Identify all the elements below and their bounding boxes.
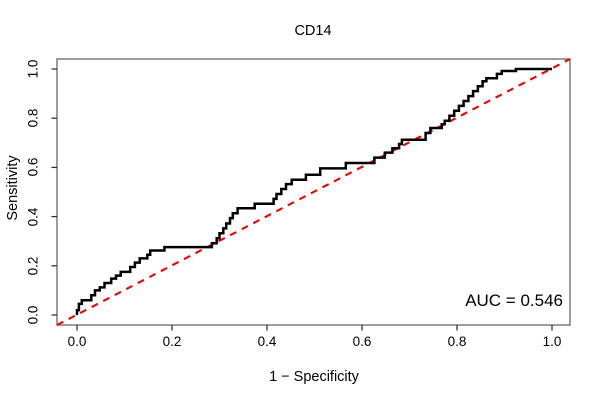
y-tick-label: 0.4 bbox=[25, 207, 41, 226]
auc-value-annotation: AUC = 0.546 bbox=[465, 291, 563, 310]
chance-diagonal-line bbox=[56, 58, 571, 326]
x-tick-label: 0.8 bbox=[447, 334, 467, 349]
plot-box bbox=[56, 58, 571, 326]
roc-curve bbox=[75, 67, 552, 315]
y-tick-label: 0.2 bbox=[25, 256, 41, 276]
x-tick-label: 0.0 bbox=[67, 334, 87, 349]
y-tick-label: 0.6 bbox=[25, 158, 41, 177]
y-tick-label: 1.0 bbox=[25, 59, 41, 79]
x-tick-label: 0.4 bbox=[257, 334, 277, 349]
y-axis-label: Sensitivity bbox=[5, 155, 21, 221]
x-tick-label: 0.2 bbox=[162, 334, 182, 349]
chart-title: CD14 bbox=[294, 23, 332, 39]
y-tick-label: 0.8 bbox=[25, 108, 41, 128]
x-axis-label: 1 − Specificity bbox=[269, 369, 359, 385]
x-tick-label: 1.0 bbox=[542, 334, 562, 349]
y-tick-label: 0.0 bbox=[25, 305, 41, 325]
x-tick-label: 0.6 bbox=[352, 334, 372, 349]
